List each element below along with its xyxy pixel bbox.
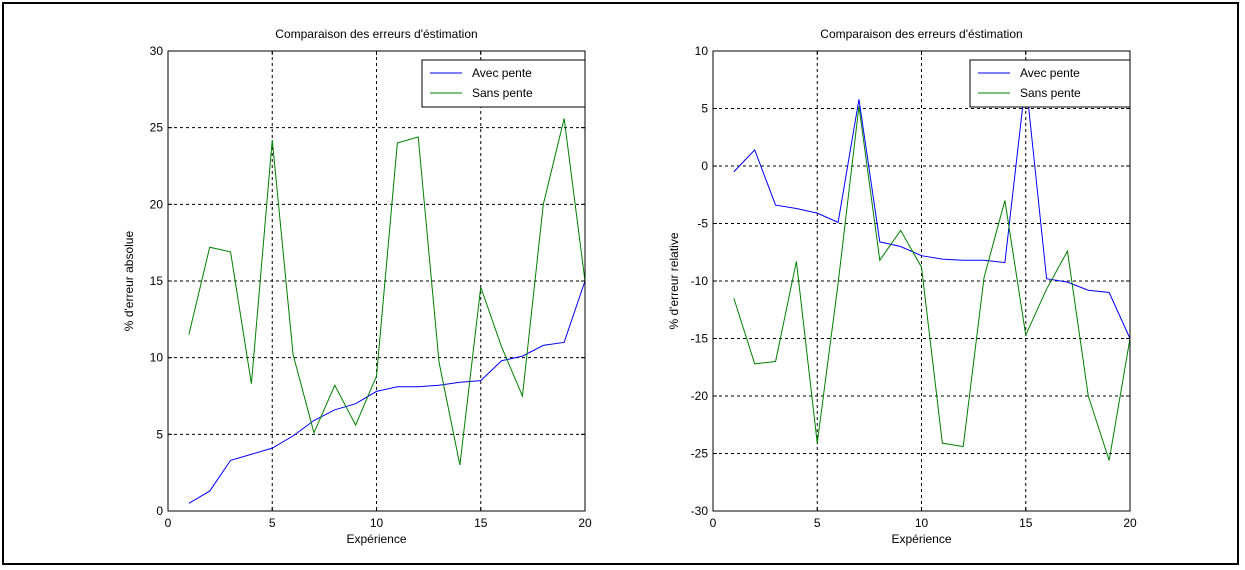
x-axis-label: Expérience xyxy=(346,532,406,546)
chart-title: Comparaison des erreurs d'éstimation xyxy=(275,27,477,41)
x-axis-label: Expérience xyxy=(891,532,951,546)
grid xyxy=(168,51,585,511)
y-tick-label: -25 xyxy=(691,447,709,461)
series-line-avec-pente xyxy=(733,79,1131,339)
x-tick-label: 0 xyxy=(165,516,172,530)
x-tick-label: 20 xyxy=(578,516,592,530)
chart-2: 0 5 10 15 20 -30 -25 -20 -15 -10 -5 0 5 10 Comparaison… xyxy=(667,27,1137,546)
grid xyxy=(713,51,1130,511)
x-tick-label: 5 xyxy=(814,516,821,530)
y-tick-label: 5 xyxy=(156,427,163,441)
y-tick-label: 5 xyxy=(701,102,708,116)
y-tick-label: -30 xyxy=(691,504,709,518)
y-tick-label: 10 xyxy=(150,351,164,365)
y-tick-label: -10 xyxy=(691,274,709,288)
series-line-avec-pente xyxy=(188,280,586,504)
series-line-sans-pente xyxy=(733,106,1131,461)
y-tick-label: -15 xyxy=(691,332,709,346)
x-tick-label: 15 xyxy=(1019,516,1033,530)
x-tick-label: 10 xyxy=(915,516,929,530)
y-axis-label: % d'erreur absolue xyxy=(122,231,136,332)
legend-label: Sans pente xyxy=(472,86,533,100)
y-tick-label: 0 xyxy=(701,159,708,173)
y-tick-label: 20 xyxy=(150,197,164,211)
legend-box xyxy=(969,59,1131,108)
y-axis-label: % d'erreur relative xyxy=(667,232,681,329)
legend: Avec pente Sans pente xyxy=(969,59,1131,108)
y-tick-label: 25 xyxy=(150,121,164,135)
legend-box xyxy=(421,59,586,108)
x-tick-label: 10 xyxy=(370,516,384,530)
y-tick-label: 10 xyxy=(695,44,709,58)
y-tick-label: -5 xyxy=(697,217,708,231)
y-tick-label: -20 xyxy=(691,389,709,403)
legend: Avec pente Sans pente xyxy=(421,59,586,108)
legend-label: Avec pente xyxy=(1020,66,1080,80)
series-line-sans-pente xyxy=(188,118,586,466)
chart-1: 0 5 10 15 20 0 5 10 15 20 25 30 Comparaison des erre… xyxy=(122,27,592,546)
ticks: 0 5 10 15 20 0 5 10 15 20 25 30 xyxy=(150,44,592,530)
legend-label: Avec pente xyxy=(472,66,532,80)
y-tick-label: 15 xyxy=(150,274,164,288)
y-tick-label: 0 xyxy=(156,504,163,518)
ticks: 0 5 10 15 20 -30 -25 -20 -15 -10 -5 0 5 10 xyxy=(691,44,1137,530)
chart-title: Comparaison des erreurs d'éstimation xyxy=(820,27,1022,41)
x-tick-label: 15 xyxy=(474,516,488,530)
x-tick-label: 5 xyxy=(269,516,276,530)
y-tick-label: 30 xyxy=(150,44,164,58)
x-tick-label: 20 xyxy=(1123,516,1137,530)
legend-label: Sans pente xyxy=(1020,86,1081,100)
x-tick-label: 0 xyxy=(710,516,717,530)
